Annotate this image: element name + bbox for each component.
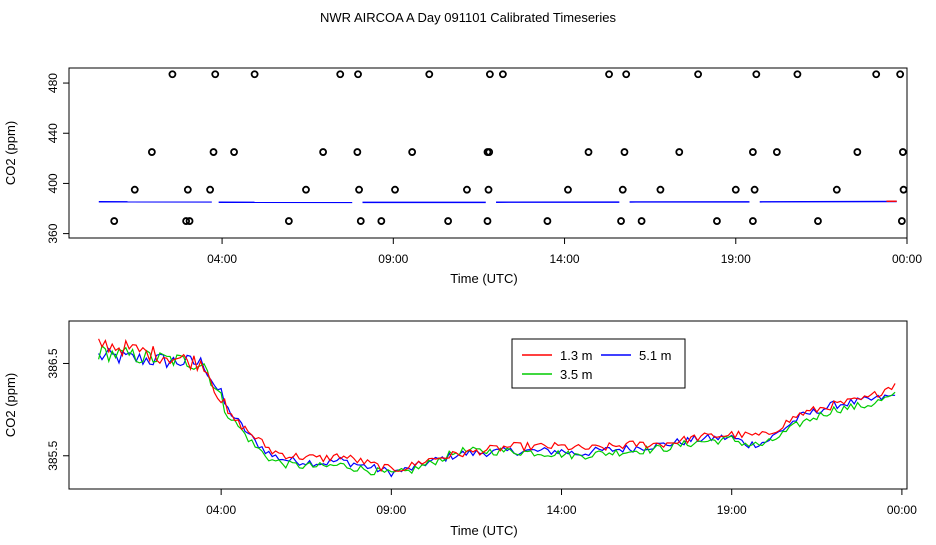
bottom-x-axis-label: Time (UTC): [450, 523, 517, 538]
calibration-point: [873, 71, 879, 77]
bottom-y-tick-label: 385.5: [46, 440, 60, 470]
legend-label: 1.3 m: [560, 348, 593, 363]
legend-label: 5.1 m: [639, 348, 672, 363]
figure-title: NWR AIRCOA A Day 091101 Calibrated Times…: [320, 10, 616, 25]
bottom-y-axis-label: CO2 (ppm): [3, 373, 18, 437]
calibration-point: [464, 187, 470, 193]
calibration-point: [752, 187, 758, 193]
calibration-point: [185, 187, 191, 193]
calibration-point: [212, 71, 218, 77]
calibration-point: [409, 149, 415, 155]
series-line-3-5-m: [99, 346, 896, 475]
bottom-x-tick-label: 04:00: [206, 503, 236, 517]
calibration-point: [621, 149, 627, 155]
calibration-point: [606, 71, 612, 77]
legend-box: [512, 339, 685, 388]
calibration-point: [586, 149, 592, 155]
calibration-point: [695, 71, 701, 77]
calibration-point: [639, 218, 645, 224]
calibration-point: [897, 71, 903, 77]
top-y-tick-label: 480: [46, 73, 60, 93]
bottom-x-tick-label: 14:00: [547, 503, 577, 517]
bottom-plot-frame: [69, 321, 907, 489]
calibration-point: [337, 71, 343, 77]
calibration-point: [486, 187, 492, 193]
top-chart: 04:00 09:00 14:00 19:00 00:00 360 400 440 480 Ti…: [3, 68, 922, 286]
calibration-point: [484, 218, 490, 224]
calibration-point: [286, 218, 292, 224]
calibration-point: [753, 71, 759, 77]
calibration-point: [544, 218, 550, 224]
calibration-point: [565, 187, 571, 193]
top-y-tick-label: 360: [46, 223, 60, 243]
legend: 1.3 m 3.5 m 5.1 m: [512, 339, 685, 388]
bottom-x-tick-label: 00:00: [887, 503, 917, 517]
top-plot-frame: [69, 68, 907, 238]
bottom-x-tick-label: 19:00: [717, 503, 747, 517]
calibration-point: [750, 149, 756, 155]
calibration-point: [750, 218, 756, 224]
calibration-point: [901, 187, 907, 193]
calibration-point: [714, 218, 720, 224]
calibration-point: [486, 149, 492, 155]
calibration-point: [252, 71, 258, 77]
calibration-point: [834, 187, 840, 193]
top-y-tick-label: 440: [46, 123, 60, 143]
calibration-point: [899, 218, 905, 224]
top-x-tick-label: 19:00: [721, 252, 751, 266]
calibration-point: [657, 187, 663, 193]
series-line-5-1-m: [99, 349, 896, 477]
top-y-tick-label: 400: [46, 173, 60, 193]
calibration-point: [358, 218, 364, 224]
bottom-y-tick-label: 386.5: [46, 348, 60, 378]
calibration-point: [132, 187, 138, 193]
calibration-point: [169, 71, 175, 77]
calibration-point: [774, 149, 780, 155]
calibration-point: [854, 149, 860, 155]
legend-label: 3.5 m: [560, 367, 593, 382]
top-y-axis-label: CO2 (ppm): [3, 121, 18, 185]
calibration-point: [676, 149, 682, 155]
bottom-chart: 04:00 09:00 14:00 19:00 00:00 385.5 386.5 Time…: [3, 321, 917, 538]
calibration-point: [815, 218, 821, 224]
calibration-point: [211, 149, 217, 155]
top-x-axis-label: Time (UTC): [450, 271, 517, 286]
calibration-point: [500, 71, 506, 77]
calibration-point: [733, 187, 739, 193]
calibration-point: [900, 149, 906, 155]
calibration-point: [355, 71, 361, 77]
calibration-point: [623, 71, 629, 77]
top-x-tick-label: 04:00: [207, 252, 237, 266]
series-line-1-3-m: [99, 339, 896, 472]
calibration-point: [620, 187, 626, 193]
bottom-x-tick-label: 09:00: [376, 503, 406, 517]
calibration-point: [303, 187, 309, 193]
top-x-tick-label: 14:00: [550, 252, 580, 266]
calibration-point: [794, 71, 800, 77]
calibration-point: [618, 218, 624, 224]
top-x-tick-label: 09:00: [378, 252, 408, 266]
calibration-point: [320, 149, 326, 155]
calibration-point: [445, 218, 451, 224]
calibration-point: [392, 187, 398, 193]
calibration-point: [207, 187, 213, 193]
calibration-point: [231, 149, 237, 155]
calibration-point: [426, 71, 432, 77]
calibration-point: [378, 218, 384, 224]
calibration-point: [354, 149, 360, 155]
calibration-point: [356, 187, 362, 193]
calibration-point: [149, 149, 155, 155]
calibration-point: [487, 71, 493, 77]
top-x-tick-label: 00:00: [892, 252, 922, 266]
calibration-point: [111, 218, 117, 224]
